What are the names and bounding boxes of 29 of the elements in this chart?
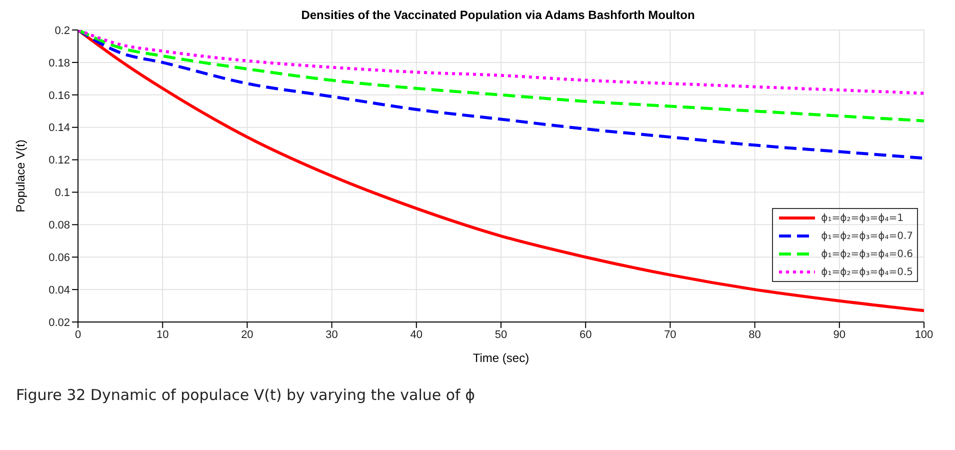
- legend-label: ϕ₁=ϕ₂=ϕ₃=ϕ₄=0.6: [821, 248, 913, 260]
- legend-label: ϕ₁=ϕ₂=ϕ₃=ϕ₄=1: [821, 212, 904, 224]
- x-axis-title: Time (sec): [472, 351, 530, 365]
- chart-title: Densities of the Vaccinated Population via Adams Bashforth Moulton: [300, 8, 696, 22]
- legend-label: ϕ₁=ϕ₂=ϕ₃=ϕ₄=0.7: [821, 230, 913, 242]
- y-tick-label: 0.1: [54, 187, 70, 200]
- x-tick-label: 60: [579, 328, 592, 341]
- x-tick-label: 70: [664, 328, 676, 341]
- x-tick-label: 80: [748, 328, 761, 341]
- y-tick-label: 0.12: [48, 154, 70, 167]
- x-tick-label: 90: [833, 328, 846, 341]
- y-tick-label: 0.2: [54, 24, 70, 37]
- x-tick-label: 10: [156, 328, 169, 341]
- caption: Figure 32 Dynamic of populace V(t) by varying the value of ϕ: [15, 386, 476, 404]
- legend-label: ϕ₁=ϕ₂=ϕ₃=ϕ₄=0.5: [821, 266, 913, 278]
- x-tick-label: 0: [74, 328, 82, 341]
- y-tick-label: 0.18: [48, 57, 70, 70]
- y-tick-label: 0.04: [48, 284, 70, 296]
- x-tick-label: 100: [914, 328, 934, 341]
- y-tick-label: 0.06: [48, 252, 70, 264]
- y-axis-title: Populace V(t): [13, 140, 28, 212]
- x-tick-label: 30: [326, 328, 338, 341]
- x-tick-label: 40: [410, 328, 423, 341]
- x-tick-label: 50: [494, 328, 508, 341]
- y-tick-label: 0.08: [48, 220, 70, 232]
- x-tick-label: 20: [241, 328, 254, 341]
- y-tick-label: 0.16: [48, 90, 70, 102]
- y-tick-label: 0.14: [48, 122, 70, 134]
- y-tick-label: 0.02: [48, 316, 70, 329]
